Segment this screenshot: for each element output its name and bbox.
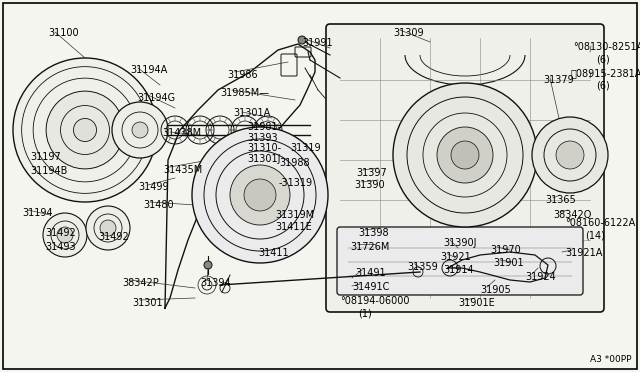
Text: 31310-: 31310-	[247, 143, 281, 153]
Text: 31493: 31493	[45, 242, 76, 252]
Text: 31921: 31921	[440, 252, 471, 262]
Text: 31411: 31411	[258, 248, 289, 258]
Text: 31398: 31398	[358, 228, 388, 238]
Circle shape	[112, 102, 168, 158]
Text: 31985M—: 31985M—	[220, 88, 269, 98]
Text: 31301: 31301	[132, 298, 163, 308]
Text: 31921A: 31921A	[565, 248, 602, 258]
Circle shape	[437, 127, 493, 183]
Text: 31393: 31393	[247, 133, 278, 143]
Circle shape	[451, 141, 479, 169]
Text: 31194: 31194	[22, 208, 52, 218]
Text: 31379: 31379	[543, 75, 573, 85]
Text: 38342P: 38342P	[122, 278, 159, 288]
Text: 31901E: 31901E	[458, 298, 495, 308]
Text: 31981-: 31981-	[247, 122, 281, 132]
Circle shape	[43, 213, 87, 257]
Circle shape	[298, 36, 306, 44]
Text: 31301A: 31301A	[233, 108, 270, 118]
Text: 31480: 31480	[143, 200, 173, 210]
Text: 31319: 31319	[290, 143, 321, 153]
FancyBboxPatch shape	[337, 227, 583, 295]
Text: 31491: 31491	[355, 268, 386, 278]
Text: (1): (1)	[358, 308, 372, 318]
Text: 31970: 31970	[490, 245, 521, 255]
Text: 31411E: 31411E	[275, 222, 312, 232]
FancyBboxPatch shape	[326, 24, 604, 312]
Text: 38342Q: 38342Q	[553, 210, 591, 220]
Circle shape	[230, 165, 290, 225]
Text: 31319M: 31319M	[275, 210, 314, 220]
Circle shape	[192, 127, 328, 263]
Text: 31492: 31492	[45, 228, 76, 238]
Text: °08130-8251A: °08130-8251A	[573, 42, 640, 52]
Circle shape	[393, 83, 537, 227]
Text: -31319: -31319	[279, 178, 313, 188]
Text: 31988: 31988	[279, 158, 310, 168]
Text: 31438M: 31438M	[162, 128, 201, 138]
Text: 31397: 31397	[356, 168, 387, 178]
Circle shape	[556, 141, 584, 169]
Circle shape	[74, 118, 97, 141]
Text: 31991: 31991	[302, 38, 333, 48]
Circle shape	[46, 91, 124, 169]
Text: (6): (6)	[596, 80, 610, 90]
Text: 31435M: 31435M	[163, 165, 202, 175]
Text: 31194G: 31194G	[137, 93, 175, 103]
Circle shape	[244, 179, 276, 211]
Text: 31491C: 31491C	[352, 282, 389, 292]
Circle shape	[204, 261, 212, 269]
Text: (14): (14)	[585, 230, 605, 240]
Text: 31914: 31914	[443, 265, 474, 275]
Text: 31100: 31100	[48, 28, 79, 38]
Text: 31726M: 31726M	[350, 242, 389, 252]
Circle shape	[57, 227, 73, 243]
Text: 31905: 31905	[480, 285, 511, 295]
Text: 31499: 31499	[138, 182, 168, 192]
Text: 31492: 31492	[98, 232, 129, 242]
Text: 31197: 31197	[30, 152, 61, 162]
Text: 31986: 31986	[227, 70, 258, 80]
Circle shape	[100, 220, 116, 236]
Text: 31194A: 31194A	[130, 65, 167, 75]
Circle shape	[86, 206, 130, 250]
Text: 31390: 31390	[354, 180, 385, 190]
Text: (6): (6)	[596, 55, 610, 65]
Circle shape	[132, 122, 148, 138]
Text: Ⓞ08915-2381A: Ⓞ08915-2381A	[571, 68, 640, 78]
Text: 31394: 31394	[200, 278, 230, 288]
Text: 31901: 31901	[493, 258, 524, 268]
Text: °08160-6122A: °08160-6122A	[565, 218, 636, 228]
Text: °08194-06000: °08194-06000	[340, 296, 410, 306]
Text: 31309: 31309	[393, 28, 424, 38]
Text: A3 *00PP: A3 *00PP	[591, 355, 632, 364]
Circle shape	[532, 117, 608, 193]
Text: 31301J: 31301J	[247, 154, 280, 164]
Text: 31359: 31359	[407, 262, 438, 272]
Text: 31924: 31924	[525, 272, 556, 282]
Circle shape	[13, 58, 157, 202]
Text: 31194B: 31194B	[30, 166, 67, 176]
Text: 31390J: 31390J	[443, 238, 477, 248]
Text: 31365: 31365	[545, 195, 576, 205]
